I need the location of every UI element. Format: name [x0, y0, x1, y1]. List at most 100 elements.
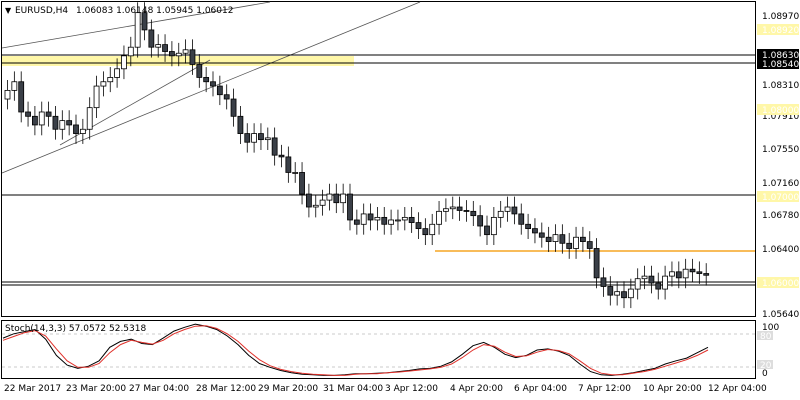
candle-bear [305, 193, 312, 208]
candle-bull [264, 137, 271, 141]
candle-bear [353, 219, 360, 225]
candle-bull [634, 278, 641, 290]
candle-bear [45, 111, 52, 117]
candle-bull [552, 234, 559, 242]
candle-bear [518, 213, 525, 225]
candle-bear [162, 44, 168, 52]
candle-bear [285, 156, 292, 173]
candle-bear [484, 225, 490, 236]
candle-bear [66, 120, 73, 126]
candle-bear [422, 228, 429, 236]
candle-bear [333, 193, 340, 204]
stoch-axis: 100 80 20 0 [757, 323, 779, 379]
price-tag-level3-text: 1.06000 [762, 279, 799, 289]
candle-bear [148, 29, 155, 48]
price-tick: 1.08310 [762, 81, 799, 91]
candle-bull [175, 52, 182, 57]
candle-bear [538, 232, 545, 238]
candle-bear [216, 85, 223, 96]
price-tag-top [757, 24, 799, 35]
candle-bull [326, 193, 333, 201]
candle-bear [607, 286, 614, 296]
candle-bull [107, 77, 114, 83]
candle-bear [580, 236, 586, 242]
candle-bull [360, 213, 367, 225]
candle-bull [627, 288, 634, 299]
price-tick: 1.06400 [762, 245, 799, 255]
candle-bear [52, 115, 59, 130]
candle-bear [566, 242, 573, 249]
time-label: 31 Mar 04:00 [323, 384, 383, 394]
chart-dropdown-icon[interactable]: ▼ [5, 6, 12, 15]
candle-bear [586, 241, 593, 249]
candle-bull [114, 68, 120, 78]
candle-bull [121, 55, 127, 70]
candle-bear [621, 291, 627, 299]
price-tick: 1.07910 [762, 112, 799, 122]
candle-bull [38, 111, 45, 126]
candle-bull [93, 85, 100, 109]
stoch-signal-line [2, 325, 709, 376]
time-label: 29 Mar 20:00 [258, 384, 318, 394]
candle-bear [32, 115, 38, 126]
candle-bear [223, 94, 230, 100]
stoch-tick: 20 [760, 361, 772, 371]
candle-bear [477, 215, 484, 227]
candle-bear [189, 49, 196, 65]
candle-bear [244, 133, 251, 143]
candle-bear [299, 172, 305, 195]
candle-bear [415, 222, 422, 230]
resistance-zone [2, 56, 354, 66]
stoch-tick: 0 [762, 369, 768, 379]
stoch-tick: 80 [760, 332, 772, 342]
stoch-indicator-label: Stoch(14,3,3) 57.0572 52.5318 [5, 324, 146, 334]
candle-bear [367, 213, 374, 221]
candle-bear [278, 154, 285, 158]
candle-bull [251, 133, 258, 143]
candle-bear [463, 210, 470, 212]
candle-bear [271, 137, 278, 156]
price-tick: 1.07160 [762, 179, 799, 189]
candle-bear [675, 271, 682, 279]
candle-bull [134, 12, 141, 48]
candle-bull [497, 210, 504, 218]
price-tag-level2 [757, 191, 799, 202]
candle-bull [388, 219, 395, 225]
candle-bear [655, 282, 662, 290]
stoch-tag-20 [757, 360, 773, 369]
candle-bull [79, 128, 86, 134]
time-label: 3 Apr 12:00 [385, 384, 438, 394]
candle-bear [25, 111, 31, 117]
time-label: 7 Apr 12:00 [578, 384, 631, 394]
price-tag-top-text: 1.08920 [762, 26, 799, 36]
price-tag-res2 [757, 58, 799, 69]
price-tag-res2-text: 1.08540 [762, 60, 799, 70]
candle-bull [662, 275, 668, 290]
candlestick-series [4, 2, 710, 309]
candle-bear [168, 51, 175, 57]
candle-bull [11, 81, 18, 91]
candle-bull [155, 44, 162, 48]
candle-bear [545, 236, 552, 242]
candle-bear [593, 248, 600, 279]
candle-bull [319, 199, 326, 206]
candle-bear [689, 268, 696, 273]
time-axis: 22 Mar 2017 23 Mar 20:00 27 Mar 04:00 28… [4, 384, 767, 394]
candle-bear [600, 277, 607, 287]
candle-bull [669, 271, 675, 277]
candle-bear [525, 223, 531, 230]
candle-bear [230, 98, 237, 117]
candle-bear [258, 133, 264, 141]
candle-bear [18, 81, 25, 113]
candle-bull [340, 193, 347, 204]
candle-bull [395, 219, 401, 222]
candle-bull [401, 216, 408, 221]
price-tag-level3 [757, 277, 799, 288]
candle-bear [511, 206, 518, 215]
price-tag-res1 [757, 49, 799, 60]
candle-bull [86, 107, 93, 130]
candle-bear [648, 275, 655, 284]
time-label: 10 Apr 20:00 [643, 384, 702, 394]
candle-bull [449, 206, 456, 210]
